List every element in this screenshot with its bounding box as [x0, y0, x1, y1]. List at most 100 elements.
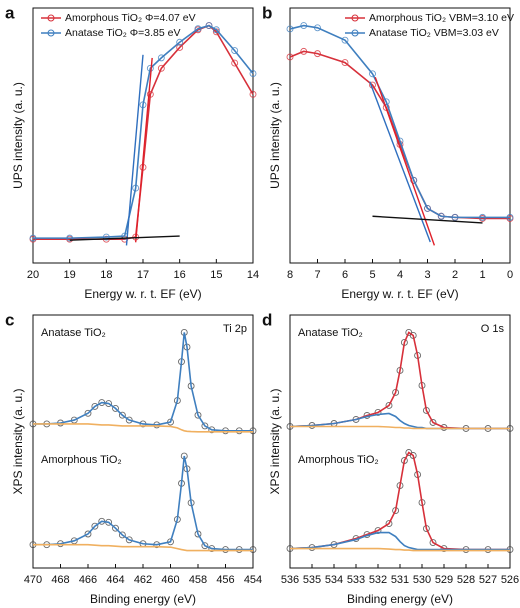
tangent-line: [374, 76, 436, 246]
series-line: [289, 451, 510, 551]
annotation: Ti 2p: [223, 323, 247, 335]
data-point: [249, 90, 257, 98]
series-line: [290, 425, 510, 430]
data-point: [91, 522, 99, 530]
tangent-line: [125, 54, 144, 246]
annotation: Anatase TiO₂: [298, 327, 363, 339]
data-point: [84, 409, 92, 417]
x-tick-label: 458: [189, 574, 207, 586]
series-line: [33, 423, 253, 433]
data-point: [201, 422, 209, 430]
data-point: [286, 53, 294, 61]
series-line: [33, 455, 253, 551]
data-point: [231, 59, 239, 67]
x-tick-label: 534: [325, 574, 343, 586]
tangent-line: [134, 57, 153, 243]
x-tick-label: 0: [507, 269, 513, 281]
series-line: [289, 331, 510, 430]
x-tick-label: 7: [314, 269, 320, 281]
data-point: [194, 25, 202, 33]
data-point: [212, 26, 220, 34]
x-tick-label: 454: [244, 574, 262, 586]
x-tick-label: 8: [287, 269, 293, 281]
annotation: Amorphous TiO₂: [41, 454, 122, 466]
x-tick-label: 470: [24, 574, 42, 586]
plot-frame: [32, 7, 254, 264]
x-tick-label: 531: [391, 574, 409, 586]
data-point: [341, 59, 349, 67]
data-point: [369, 70, 376, 78]
legend-label: Anatase TiO₂ Φ=3.85 eV: [65, 27, 180, 39]
y-axis-label: UPS intensity (a. u.): [11, 82, 25, 189]
legend-label: Amorphous TiO₂ Φ=4.07 eV: [65, 12, 196, 24]
series-line: [33, 543, 253, 552]
y-axis-label: XPS intensity (a. u.): [11, 388, 25, 494]
data-point: [125, 536, 133, 544]
x-tick-label: 526: [501, 574, 519, 586]
x-tick-label: 5: [369, 269, 375, 281]
x-tick-label: 529: [435, 574, 453, 586]
y-axis-label: XPS intensity (a. u.): [268, 388, 282, 494]
legend-marker: [351, 29, 359, 37]
panel-label: b: [262, 3, 272, 22]
x-tick-label: 6: [342, 269, 348, 281]
series-line: [289, 531, 510, 551]
x-tick-label: 527: [479, 574, 497, 586]
x-tick-label: 20: [27, 269, 39, 281]
x-tick-label: 533: [347, 574, 365, 586]
legend-label: Anatase TiO₂ VBM=3.03 eV: [369, 27, 499, 39]
data-point: [385, 402, 393, 409]
x-tick-label: 16: [174, 269, 186, 281]
tangent-line: [369, 81, 431, 243]
data-point: [91, 402, 99, 410]
series-line: [33, 24, 254, 239]
x-axis-label: Binding energy (eV): [347, 592, 453, 606]
tangent-line: [372, 215, 483, 224]
data-point: [201, 542, 209, 550]
x-tick-label: 18: [100, 269, 112, 281]
y-axis-label: UPS intensity (a. u.): [268, 82, 282, 189]
panel-label: d: [262, 310, 272, 329]
data-point: [125, 416, 133, 424]
series-line: [289, 50, 510, 220]
x-axis-label: Energy w. r. t. EF (eV): [84, 287, 201, 301]
series-line: [289, 24, 510, 219]
annotation: O 1s: [481, 323, 505, 335]
x-tick-label: 4: [397, 269, 403, 281]
x-tick-label: 536: [281, 574, 299, 586]
x-tick-label: 464: [106, 574, 124, 586]
x-tick-label: 535: [303, 574, 321, 586]
plot-frame: [289, 7, 511, 264]
data-point: [374, 527, 382, 534]
annotation: Amorphous TiO₂: [298, 454, 379, 466]
data-point: [429, 419, 437, 426]
data-point: [249, 70, 257, 77]
series-line: [290, 547, 510, 552]
tangent-line: [69, 235, 180, 241]
x-tick-label: 462: [134, 574, 152, 586]
data-point: [176, 44, 184, 51]
data-point: [424, 204, 431, 212]
data-point: [157, 54, 165, 62]
data-point: [231, 47, 239, 55]
data-point: [176, 38, 184, 46]
x-tick-label: 468: [51, 574, 69, 586]
panel-label: a: [5, 3, 15, 22]
x-axis-label: Binding energy (eV): [90, 592, 196, 606]
data-point: [118, 531, 126, 539]
x-tick-label: 2: [452, 269, 458, 281]
data-point: [205, 22, 213, 30]
x-axis-label: Energy w. r. t. EF (eV): [341, 287, 458, 301]
x-tick-label: 456: [216, 574, 234, 586]
x-tick-label: 532: [369, 574, 387, 586]
x-tick-label: 528: [457, 574, 475, 586]
data-point: [84, 530, 92, 538]
data-point: [341, 36, 349, 44]
legend-label: Amorphous TiO₂ VBM=3.10 eV: [369, 12, 514, 24]
data-point: [112, 524, 119, 532]
data-point: [157, 64, 165, 72]
data-point: [410, 176, 418, 184]
data-point: [429, 539, 437, 546]
data-point: [118, 411, 126, 419]
